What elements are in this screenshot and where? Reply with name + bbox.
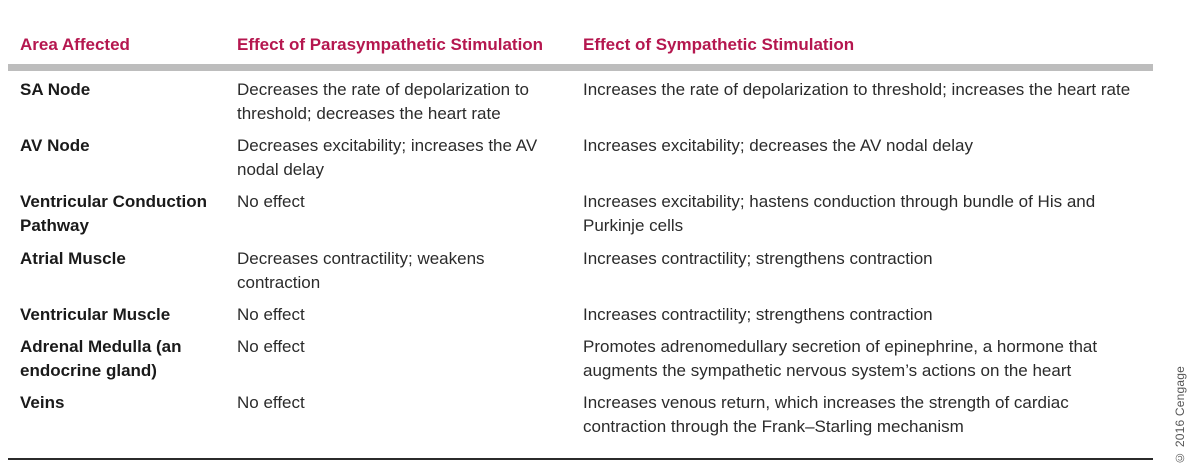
- row-sympathetic-effect: Increases contractility; strengthens con…: [583, 305, 933, 324]
- row-parasympathetic-effect: No effect: [237, 305, 305, 324]
- header-area-affected: Area Affected: [20, 35, 130, 54]
- header-parasympathetic: Effect of Parasympathetic Stimulation: [237, 35, 544, 54]
- row-parasympathetic-effect: No effect: [237, 337, 305, 356]
- row-area: Atrial Muscle: [20, 249, 126, 268]
- row-area: Ventricular Conduction Pathway: [20, 192, 208, 235]
- table-bottom-rule: [8, 458, 1153, 460]
- row-sympathetic-effect: Increases excitability; decreases the AV…: [583, 136, 973, 155]
- header-sympathetic: Effect of Sympathetic Stimulation: [583, 35, 855, 54]
- table-row: Adrenal Medulla (an endocrine gland) No …: [8, 335, 1153, 391]
- header-divider: [8, 64, 1153, 71]
- table-row: Veins No effect Increases venous return,…: [8, 391, 1153, 447]
- row-area: AV Node: [20, 136, 90, 155]
- row-area: Ventricular Muscle: [20, 305, 171, 324]
- row-area: SA Node: [20, 80, 91, 99]
- row-area: Veins: [20, 393, 65, 412]
- row-area: Adrenal Medulla (an endocrine gland): [20, 337, 182, 380]
- table-header-row: Area Affected Effect of Parasympathetic …: [8, 0, 1153, 64]
- table-row: Atrial Muscle Decreases contractility; w…: [8, 247, 1153, 303]
- row-parasympathetic-effect: No effect: [237, 393, 305, 412]
- table-row: AV Node Decreases excitability; increase…: [8, 134, 1153, 190]
- row-sympathetic-effect: Increases the rate of depolarization to …: [583, 80, 1131, 99]
- row-parasympathetic-effect: Decreases contractility; weakens contrac…: [237, 249, 485, 292]
- row-parasympathetic-effect: Decreases excitability; increases the AV…: [237, 136, 538, 179]
- row-sympathetic-effect: Increases venous return, which increases…: [583, 393, 1069, 436]
- row-parasympathetic-effect: Decreases the rate of depolarization to …: [237, 80, 530, 123]
- row-sympathetic-effect: Increases excitability; hastens conducti…: [583, 192, 1096, 235]
- copyright-credit: © 2016 Cengage: [1173, 366, 1187, 465]
- table-row: Ventricular Muscle No effect Increases c…: [8, 303, 1153, 335]
- table-row: SA Node Decreases the rate of depolariza…: [8, 78, 1153, 134]
- row-sympathetic-effect: Increases contractility; strengthens con…: [583, 249, 933, 268]
- row-parasympathetic-effect: No effect: [237, 192, 305, 211]
- row-sympathetic-effect: Promotes adrenomedullary secretion of ep…: [583, 337, 1098, 380]
- autonomic-effects-table: Area Affected Effect of Parasympathetic …: [8, 0, 1153, 447]
- table-row: Ventricular Conduction Pathway No effect…: [8, 190, 1153, 247]
